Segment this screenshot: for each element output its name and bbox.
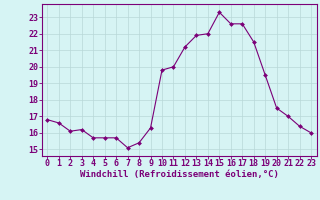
X-axis label: Windchill (Refroidissement éolien,°C): Windchill (Refroidissement éolien,°C) — [80, 170, 279, 179]
